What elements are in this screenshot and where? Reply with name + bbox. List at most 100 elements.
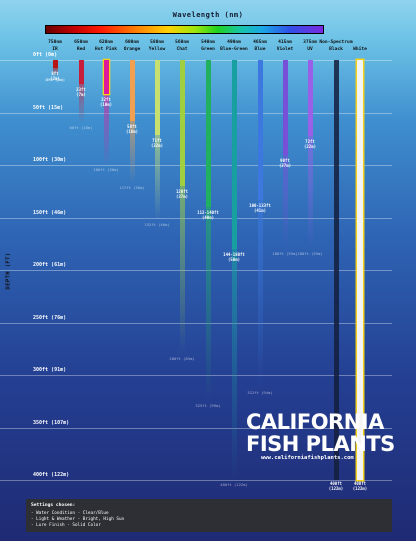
visible-depth-label: 23ft (7m) [66, 87, 96, 97]
bar-hot-pink [103, 60, 109, 94]
depth-gridline [0, 60, 392, 61]
depth-tick-label: 350ft (107m) [33, 419, 70, 426]
visible-depth-label: 58ft (18m) [117, 124, 147, 134]
wavelength-label: 465nm [253, 40, 267, 45]
bar-orange [129, 60, 135, 121]
visible-depth-metric: (2m) [50, 76, 60, 82]
fade-depth-label: 400ft (122m) [220, 482, 248, 487]
visible-depth-label: 120ft (37m) [167, 189, 197, 199]
visible-depth-label: 100-133ft (41m) [245, 203, 275, 213]
y-axis-title: DEPTH (FT) [5, 252, 12, 290]
visible-depth-label: 32ft (10m) [91, 97, 121, 107]
fade-depth-label: 280ft (85m) [169, 356, 195, 361]
bar-violet [282, 60, 288, 155]
settings-panel: Settings chosen: - Water Condition - Cle… [26, 499, 392, 532]
fade-depth-label: 15ft (5m) [44, 76, 66, 82]
bar-fade-white [357, 60, 363, 480]
fade-depth-label: 8ft (2m) [45, 77, 65, 83]
visible-depth-value: 32ft [101, 96, 111, 102]
visible-depth-label: 400ft (122m) [321, 481, 351, 491]
visible-depth-value: 144-180ft [223, 252, 245, 257]
depth-tick-label: 0ft (0m) [33, 52, 58, 58]
fade-depth-label: 312ft (94m) [247, 389, 273, 395]
depth-tick-label: 300ft (91m) [33, 367, 67, 373]
visible-depth-value: 58ft [127, 123, 137, 129]
fade-depth-label: 152ft (46m) [144, 221, 170, 227]
color-name-label: Yellow [148, 47, 166, 52]
visible-depth-metric: (22m) [303, 143, 317, 149]
visible-depth-label: 71ft (22m) [142, 138, 172, 148]
bar-fade-chat [179, 60, 185, 354]
visible-depth-value: 71ft [152, 137, 162, 143]
color-name-label: Chat [176, 47, 188, 52]
color-name-label: UV [307, 47, 313, 52]
color-name-label: Hot Pink [94, 47, 118, 52]
bar-fade-red [78, 60, 84, 123]
bar-fade-orange [129, 60, 135, 183]
depth-gridline [0, 112, 392, 114]
depth-tick-label: 50ft (15m) [33, 104, 64, 111]
visible-depth-value: 23ft [76, 87, 86, 93]
brand-logo: CALIFORNIA FISH PLANTS [246, 411, 395, 455]
visible-depth-metric: (37m) [175, 194, 189, 199]
depth-tick-label: 200ft (61m) [33, 262, 67, 268]
bar-yellow [154, 60, 160, 135]
color-name-label: Black [329, 47, 343, 52]
visible-depth-metric: (41m) [253, 207, 267, 213]
visible-depth-value: 400ft [329, 481, 343, 486]
bar-fade-yellow [154, 60, 160, 220]
settings-line: - Water Condition - Clear/Blue [31, 510, 109, 516]
visible-depth-metric: (50m) [227, 257, 241, 262]
depth-tick-label: 150ft (46m) [33, 209, 67, 216]
color-name-label: Orange [123, 47, 141, 52]
visible-depth-value: 400ft [353, 481, 367, 486]
bar-fade-black [333, 60, 339, 480]
visible-depth-value: 72ft [305, 138, 315, 144]
wavelength-label: 580nm [150, 40, 164, 45]
visible-depth-label: 112-140ft (40m) [193, 210, 223, 220]
color-name-label: Violet [276, 47, 294, 52]
wavelength-label: 415nm [278, 40, 292, 45]
wavelength-label: 600nm [125, 40, 139, 45]
wavelength-label: 620nm [99, 40, 113, 45]
brand-line-2: FISH PLANTS [246, 432, 395, 457]
visible-depth-value: 120ft [175, 189, 189, 194]
bar-ir [52, 60, 58, 69]
bar-fade-violet [282, 60, 288, 249]
bar-fade-hot-pink [103, 60, 109, 165]
depth-gridline [0, 375, 392, 376]
depth-gridline [0, 270, 392, 271]
bar-blue-green [231, 60, 237, 249]
fade-depth-label: 60ft (18m) [69, 125, 93, 130]
color-name-label: Blue [254, 47, 266, 52]
visible-depth-label: 144-180ft (50m) [219, 252, 249, 262]
visible-depth-value: 90ft [280, 157, 290, 163]
visible-depth-metric: (122m) [328, 486, 344, 491]
depth-gridline [0, 165, 392, 166]
visible-depth-label: 8ft (2m) [40, 71, 70, 81]
wavelength-label: 750nm [48, 40, 62, 45]
wavelength-label: Non-Spectrum [319, 40, 353, 45]
visible-depth-value: 8ft [51, 71, 59, 77]
fade-depth-label: 325ft (99m) [195, 403, 221, 409]
bar-uv [307, 60, 313, 136]
visible-depth-metric: (18m) [125, 128, 139, 134]
color-name-label: Blue-Green [220, 47, 248, 52]
depth-gridline [0, 480, 392, 481]
wavelength-label: 375nm [303, 40, 317, 45]
color-name-label: Green [201, 47, 215, 52]
bar-blue [257, 60, 263, 200]
bar-fade-blue [257, 60, 263, 388]
fade-depth-label: 180ft (55m) [297, 251, 323, 256]
bar-fade-uv [307, 60, 313, 249]
chart-title: Wavelength (nm) [172, 11, 244, 19]
color-name-label: White [353, 47, 367, 52]
visible-depth-label: 90ft (27m) [270, 158, 300, 168]
visible-depth-label: 400ft (122m) [345, 481, 375, 491]
visible-depth-metric: (7m) [76, 92, 86, 98]
visible-depth-metric: (122m) [352, 486, 368, 491]
wavelength-label: 560nm [175, 40, 189, 45]
wavelength-label: 490nm [227, 40, 241, 45]
brand-line-1: CALIFORNIA [246, 410, 384, 434]
visible-depth-label: 72ft (22m) [295, 139, 325, 149]
